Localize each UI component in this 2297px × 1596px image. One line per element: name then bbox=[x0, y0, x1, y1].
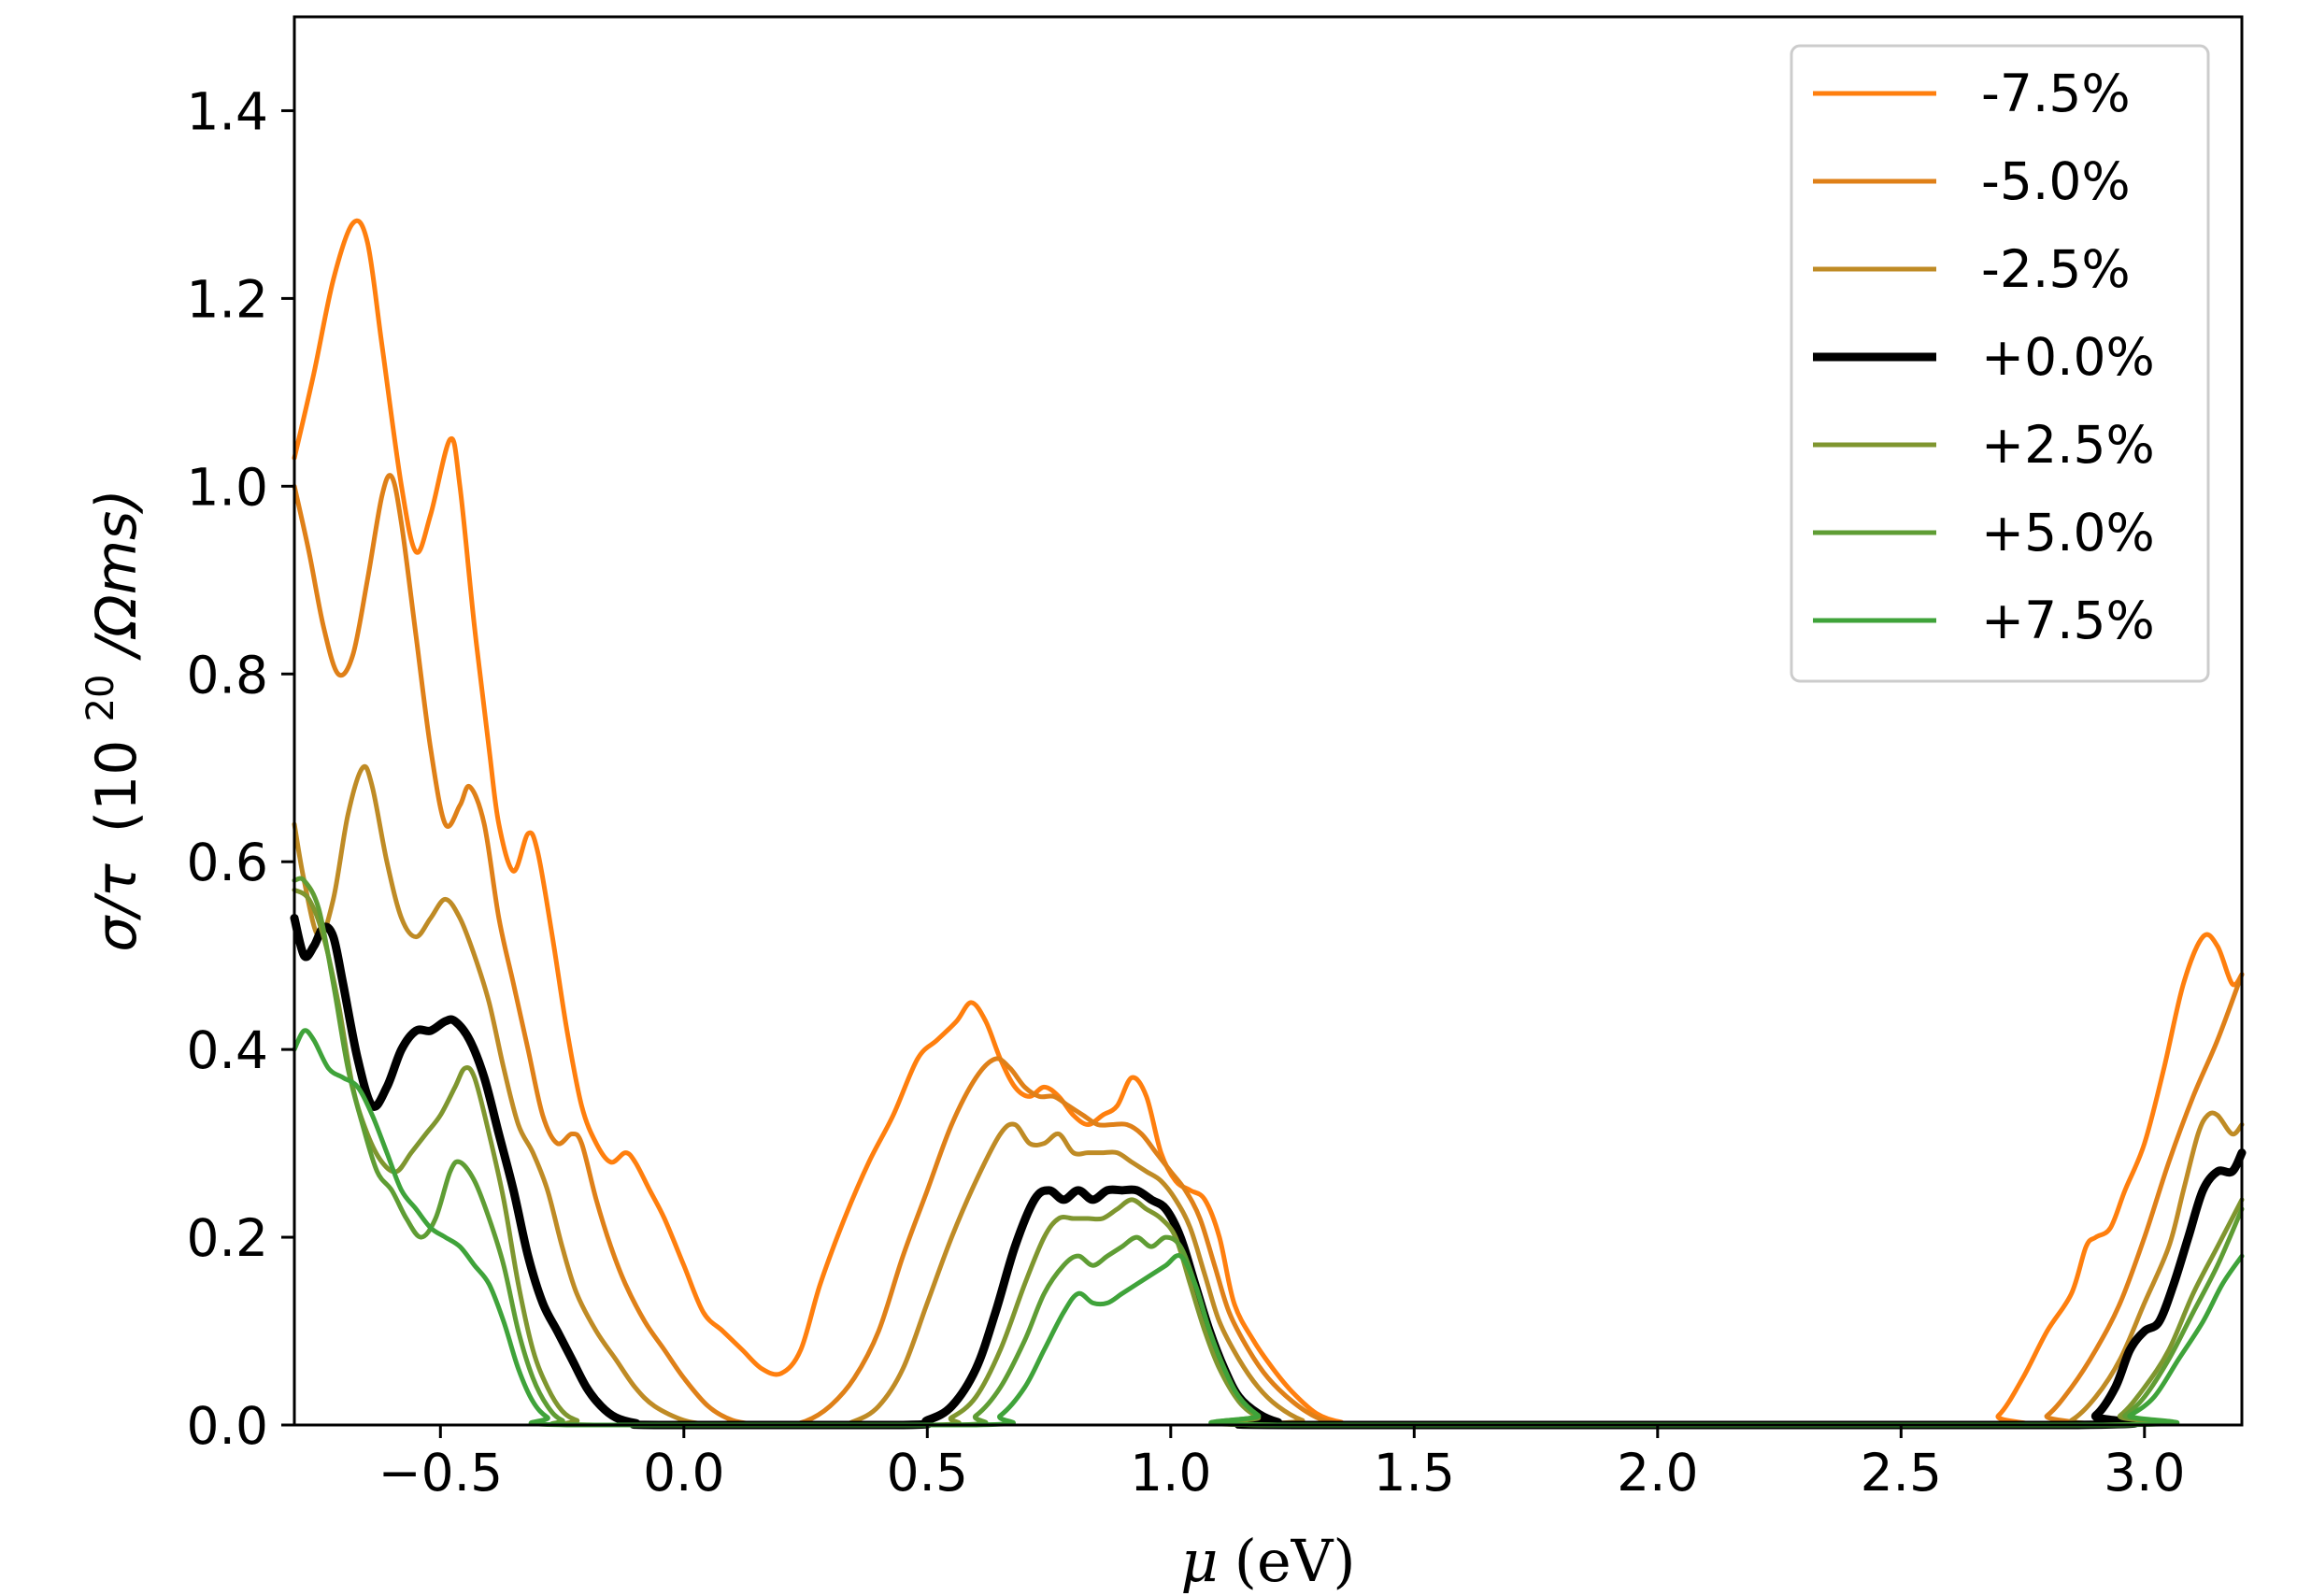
x-axis-unit: (eV) bbox=[1234, 1527, 1356, 1595]
y-axis-unit-prefix: (10 bbox=[84, 740, 150, 834]
y-tick-label: 0.2 bbox=[187, 1208, 268, 1268]
y-tick-label: 0.6 bbox=[187, 833, 268, 892]
x-axis-ticks: −0.5 0.0 0.5 1.0 1.5 2.0 2.5 3.0 bbox=[378, 1425, 2186, 1503]
legend-label: +0.0% bbox=[1981, 327, 2155, 387]
legend-label: +7.5% bbox=[1981, 591, 2155, 650]
legend-label: +5.0% bbox=[1981, 503, 2155, 563]
y-tick-label: 0.8 bbox=[187, 645, 268, 705]
legend-label: +2.5% bbox=[1981, 415, 2155, 475]
y-tick-label: 1.0 bbox=[187, 457, 268, 517]
x-tick-label: 2.5 bbox=[1861, 1443, 1942, 1503]
x-axis-label: μ (eV) bbox=[1180, 1527, 1355, 1595]
legend-label: -2.5% bbox=[1981, 239, 2131, 299]
plot-frame bbox=[292, 15, 2244, 1427]
y-axis-ticks: 0.0 0.2 0.4 0.6 0.8 1.0 1.2 1.4 bbox=[187, 81, 294, 1456]
x-tick-label: −0.5 bbox=[378, 1443, 504, 1503]
legend-label: -7.5% bbox=[1981, 64, 2131, 123]
legend-label: -5.0% bbox=[1981, 151, 2131, 211]
x-tick-label: 0.5 bbox=[887, 1443, 968, 1503]
legend: -7.5% -5.0% -2.5% +0.0% +2.5% +5.0% +7.5% bbox=[1790, 44, 2210, 683]
legend-box bbox=[1790, 44, 2210, 683]
x-axis-symbol: μ bbox=[1180, 1527, 1218, 1595]
y-axis-unit-exponent: 20 bbox=[79, 675, 122, 722]
y-tick-label: 0.4 bbox=[187, 1020, 268, 1080]
x-tick-label: 3.0 bbox=[2104, 1443, 2185, 1503]
y-tick-label: 1.2 bbox=[187, 269, 268, 329]
y-axis-unit-suffix: /Ωms) bbox=[84, 489, 150, 661]
x-tick-label: 1.0 bbox=[1130, 1443, 1211, 1503]
series-line bbox=[292, 218, 2245, 1428]
y-tick-label: 1.4 bbox=[187, 81, 268, 141]
y-axis-quantity: σ/τ bbox=[84, 862, 150, 951]
x-tick-label: 2.0 bbox=[1617, 1443, 1698, 1503]
x-tick-label: 0.0 bbox=[643, 1443, 724, 1503]
y-axis-label: σ/τ (10 20 /Ωms) bbox=[62, 489, 150, 951]
y-tick-label: 0.0 bbox=[187, 1396, 268, 1456]
x-tick-label: 1.5 bbox=[1374, 1443, 1455, 1503]
